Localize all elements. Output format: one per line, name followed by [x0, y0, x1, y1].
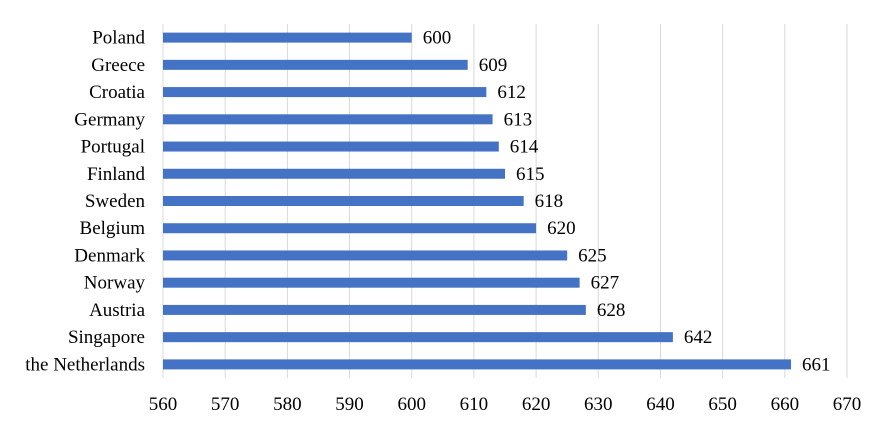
- bar: [163, 168, 505, 179]
- x-tick-label: 630: [584, 394, 613, 415]
- data-label: 612: [497, 82, 526, 103]
- bar: [163, 223, 537, 234]
- data-label: 620: [547, 218, 576, 239]
- x-tick-label: 570: [211, 394, 240, 415]
- data-label: 615: [516, 164, 545, 185]
- bar: [163, 196, 524, 206]
- x-tick-label: 610: [460, 394, 489, 415]
- category-label: Austria: [89, 300, 146, 321]
- bar: [163, 332, 673, 343]
- category-label: Germany: [74, 109, 145, 130]
- data-label: 614: [510, 137, 539, 158]
- bar: [163, 87, 487, 98]
- data-label: 613: [504, 109, 532, 130]
- bar: [163, 359, 792, 370]
- data-label: 661: [802, 354, 831, 375]
- data-label: 609: [479, 55, 508, 76]
- category-label: Belgium: [80, 218, 146, 239]
- data-label: 600: [423, 28, 452, 49]
- x-tick-label: 660: [771, 394, 800, 415]
- category-label: Finland: [87, 164, 146, 185]
- category-label: Sweden: [85, 191, 146, 212]
- data-label: 642: [684, 327, 713, 348]
- bar: [163, 277, 580, 288]
- x-tick-label: 580: [273, 394, 302, 415]
- data-label: 628: [597, 300, 626, 321]
- x-tick-label: 620: [522, 394, 551, 415]
- category-label: Portugal: [81, 137, 145, 158]
- category-label: Greece: [91, 55, 145, 76]
- bar: [163, 32, 412, 43]
- category-label: Denmark: [74, 245, 145, 266]
- category-label: Poland: [92, 28, 145, 49]
- bar: [163, 304, 586, 315]
- category-label: Singapore: [68, 327, 145, 348]
- category-label: the Netherlands: [25, 354, 145, 375]
- bars: [163, 32, 792, 370]
- x-tick-label: 670: [833, 394, 862, 415]
- bar: [163, 114, 493, 125]
- category-label: Croatia: [89, 82, 145, 103]
- x-tick-label: 590: [335, 394, 364, 415]
- category-label: Norway: [84, 273, 146, 294]
- x-tick-label: 560: [149, 394, 178, 415]
- x-tick-label: 640: [646, 394, 675, 415]
- bar: [163, 250, 568, 261]
- bar: [163, 141, 499, 152]
- data-label: 618: [535, 191, 564, 212]
- data-label: 627: [591, 273, 620, 294]
- bar: [163, 59, 468, 70]
- data-label: 625: [578, 245, 607, 266]
- category-labels: Poland Greece Croatia Germany Portugal Finlan…: [25, 28, 145, 376]
- x-tick-label: 650: [708, 394, 737, 415]
- x-axis-tick-labels: 560 570 580 590 600 610 620 630 640 650 660 670: [149, 394, 862, 415]
- x-tick-label: 600: [397, 394, 426, 415]
